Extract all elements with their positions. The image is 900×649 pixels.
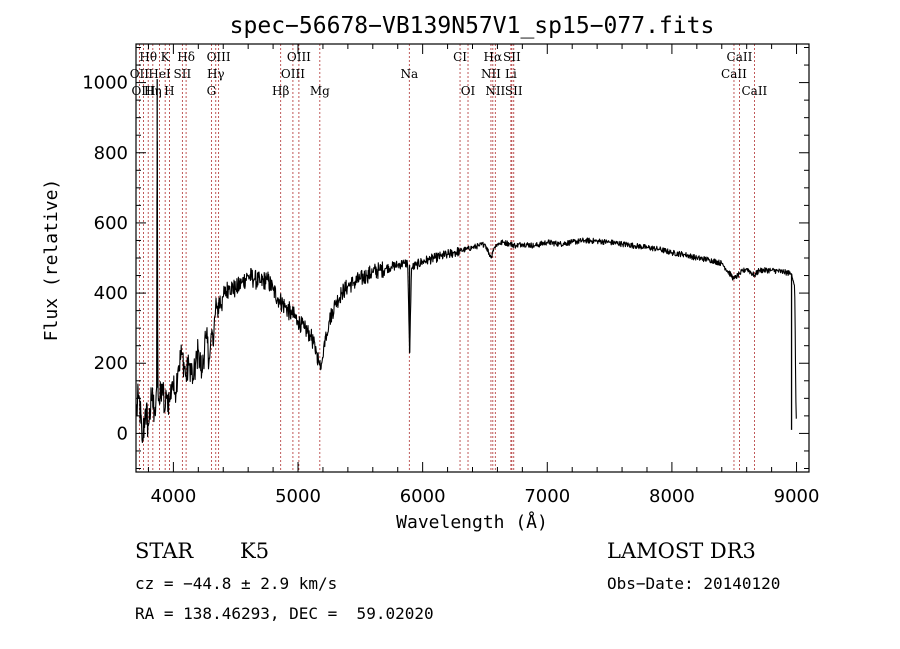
emission-line-label: HeI bbox=[148, 67, 171, 81]
y-tick-label: 1000 bbox=[82, 73, 128, 94]
emission-line-label: Li bbox=[505, 67, 517, 81]
emission-line-label: SII bbox=[503, 50, 521, 64]
spectrum-line bbox=[135, 140, 797, 444]
axis-ticks: 4000 5000 6000 7000 8000 9000 0 200 400 600 800 100… bbox=[82, 44, 819, 507]
x-axis-label: Wavelength (Å) bbox=[396, 511, 548, 533]
emission-line-label: H bbox=[164, 84, 174, 98]
emission-line-label: CaII bbox=[741, 84, 767, 98]
x-tick-label: 9000 bbox=[774, 486, 820, 507]
observation-date: Obs−Date: 20140120 bbox=[607, 574, 781, 593]
emission-line-label: G bbox=[207, 84, 217, 98]
emission-line-label: Hα bbox=[484, 50, 503, 64]
emission-line-label: Hθ bbox=[139, 50, 157, 64]
y-tick-label: 600 bbox=[94, 213, 128, 234]
emission-line-label: Hβ bbox=[272, 84, 289, 98]
y-axis-label: Flux (relative) bbox=[41, 179, 62, 342]
y-tick-label: 400 bbox=[94, 283, 128, 304]
emission-line-label: OIII bbox=[131, 84, 155, 98]
emission-line-label: OIII bbox=[207, 50, 231, 64]
object-class: STAR bbox=[135, 539, 194, 563]
redshift-cz: cz = −44.8 ± 2.9 km/s bbox=[135, 574, 338, 593]
emission-line-label: NII bbox=[481, 67, 501, 81]
emission-line-label: SII bbox=[505, 84, 523, 98]
emission-line-label: CI bbox=[453, 50, 467, 64]
emission-line-label: OI bbox=[461, 84, 476, 98]
emission-line-label: NII bbox=[485, 84, 505, 98]
x-tick-label: 5000 bbox=[275, 486, 321, 507]
emission-line-label: K bbox=[161, 50, 171, 64]
y-tick-label: 0 bbox=[117, 423, 128, 444]
survey-name: LAMOST DR3 bbox=[607, 539, 756, 563]
emission-line-label: Hγ bbox=[207, 67, 225, 81]
spectral-subclass: K5 bbox=[240, 539, 270, 563]
y-tick-label: 800 bbox=[94, 143, 128, 164]
coordinates: RA = 138.46293, DEC = 59.02020 bbox=[135, 604, 434, 623]
emission-line-label: Na bbox=[400, 67, 418, 81]
emission-line-label: CaII bbox=[727, 50, 753, 64]
emission-line-label: OIII bbox=[281, 67, 305, 81]
x-tick-label: 6000 bbox=[400, 486, 446, 507]
emission-line-label: OIII bbox=[287, 50, 311, 64]
emission-line-label: OII bbox=[130, 67, 150, 81]
chart-title: spec−56678−VB139N57V1_sp15−077.fits bbox=[230, 13, 715, 39]
emission-line-label: CaII bbox=[721, 67, 747, 81]
y-tick-label: 200 bbox=[94, 353, 128, 374]
emission-line-label: Hη bbox=[144, 84, 162, 98]
x-tick-label: 7000 bbox=[524, 486, 570, 507]
x-tick-label: 4000 bbox=[150, 486, 196, 507]
emission-line-label: Hδ bbox=[177, 50, 195, 64]
x-tick-label: 8000 bbox=[649, 486, 695, 507]
emission-line-label: Mg bbox=[310, 84, 330, 98]
emission-line-label: SII bbox=[174, 67, 192, 81]
